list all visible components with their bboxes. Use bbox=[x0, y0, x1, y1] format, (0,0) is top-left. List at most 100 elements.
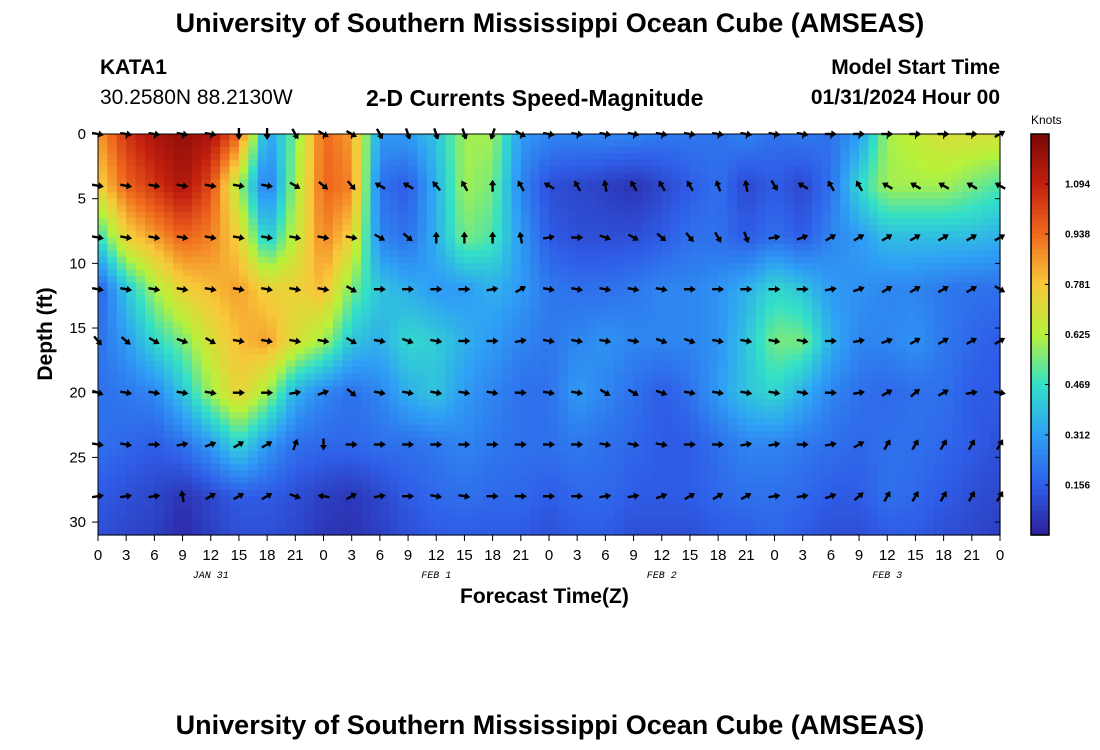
colorbar-unit: Knots bbox=[1031, 113, 1062, 127]
x-tick-label: 15 bbox=[907, 547, 924, 564]
current-vector bbox=[911, 439, 919, 451]
current-vector bbox=[432, 231, 440, 244]
current-vector bbox=[232, 234, 245, 242]
current-vector bbox=[881, 234, 893, 242]
current-vector bbox=[627, 337, 640, 345]
current-vector bbox=[261, 492, 273, 501]
current-vector bbox=[768, 233, 781, 241]
current-vector bbox=[461, 180, 469, 192]
x-tick-label: 15 bbox=[682, 547, 699, 564]
current-vector bbox=[995, 491, 1004, 502]
current-vector bbox=[458, 285, 471, 293]
current-vector bbox=[712, 130, 724, 138]
x-tick-label: 18 bbox=[484, 547, 501, 564]
current-vector bbox=[655, 130, 668, 138]
current-vector bbox=[232, 285, 245, 293]
current-vector bbox=[260, 337, 273, 345]
x-tick-label: 21 bbox=[738, 547, 755, 564]
current-vector bbox=[374, 182, 386, 190]
current-vector bbox=[543, 182, 555, 190]
colorbar: 1.094 0.938 0.781 0.625 0.469 0.312 0.156 bbox=[1030, 133, 1090, 536]
current-vector bbox=[318, 180, 329, 190]
current-vector bbox=[994, 337, 1006, 346]
current-vector bbox=[656, 232, 667, 242]
current-vector bbox=[966, 285, 977, 294]
current-vector bbox=[796, 285, 809, 293]
current-vector bbox=[770, 179, 778, 191]
current-vector bbox=[317, 234, 330, 242]
current-vector bbox=[966, 182, 978, 190]
current-vector bbox=[486, 285, 499, 293]
current-vector bbox=[292, 438, 299, 451]
current-vector bbox=[260, 182, 273, 190]
current-vector bbox=[346, 180, 356, 191]
current-vector bbox=[373, 440, 386, 449]
current-vector bbox=[148, 440, 161, 449]
x-tick-label: 6 bbox=[827, 547, 835, 564]
current-vector bbox=[543, 440, 555, 449]
current-vector bbox=[994, 130, 1006, 139]
current-vector bbox=[937, 337, 949, 346]
current-vector bbox=[261, 441, 273, 449]
current-vector bbox=[911, 491, 919, 502]
current-vector bbox=[515, 285, 526, 294]
current-vector bbox=[683, 130, 696, 138]
current-vector bbox=[768, 130, 781, 138]
current-vector bbox=[627, 285, 640, 293]
current-vector bbox=[852, 337, 865, 345]
x-tick-label: 3 bbox=[122, 547, 130, 564]
current-vector bbox=[402, 285, 415, 293]
current-vector bbox=[204, 234, 217, 242]
y-tick-label: 20 bbox=[69, 385, 86, 402]
current-vector bbox=[627, 233, 639, 241]
x-tick-label: 12 bbox=[202, 547, 219, 564]
current-vector bbox=[599, 130, 612, 138]
current-vector bbox=[176, 389, 189, 397]
current-vector bbox=[883, 491, 891, 502]
colorbar-tick-label: 1.094 bbox=[1065, 180, 1090, 191]
current-vector bbox=[599, 337, 612, 345]
current-vector bbox=[965, 389, 978, 397]
station-id: KATA1 bbox=[100, 56, 167, 79]
x-tick-label: 9 bbox=[178, 547, 186, 564]
current-vector bbox=[938, 182, 950, 190]
current-vector bbox=[120, 285, 133, 293]
current-vector bbox=[796, 389, 809, 397]
current-vector bbox=[91, 182, 104, 190]
current-vector bbox=[402, 232, 413, 242]
current-vector bbox=[571, 233, 584, 242]
current-vector bbox=[176, 337, 189, 345]
current-vector bbox=[176, 285, 189, 293]
current-vector bbox=[91, 285, 104, 293]
current-vector bbox=[430, 337, 443, 345]
current-vector bbox=[542, 130, 555, 138]
x-tick-label: 9 bbox=[404, 547, 412, 564]
footer-title: University of Southern Mississippi Ocean… bbox=[175, 710, 925, 740]
heatmap-cells bbox=[98, 134, 1001, 536]
current-vector bbox=[204, 440, 217, 448]
current-vector bbox=[571, 285, 584, 293]
current-vector bbox=[345, 336, 357, 345]
current-vector bbox=[402, 440, 415, 449]
day-label: FEB 1 bbox=[421, 571, 451, 582]
current-vector bbox=[486, 337, 499, 345]
current-vector bbox=[853, 441, 865, 449]
current-vector bbox=[796, 130, 809, 138]
day-label: FEB 2 bbox=[647, 571, 677, 582]
current-vector bbox=[994, 285, 1006, 293]
current-vector bbox=[204, 130, 217, 138]
y-tick-label: 30 bbox=[69, 514, 86, 531]
x-tick-label: 9 bbox=[855, 547, 863, 564]
x-tick-label: 18 bbox=[935, 547, 952, 564]
current-vector bbox=[796, 337, 809, 345]
current-vector bbox=[824, 389, 837, 397]
current-vector bbox=[514, 440, 527, 449]
current-vector bbox=[627, 130, 640, 138]
current-vector bbox=[233, 441, 245, 449]
current-vector bbox=[289, 181, 301, 190]
current-vector bbox=[599, 441, 612, 449]
current-vector bbox=[824, 492, 837, 500]
current-vector bbox=[373, 337, 386, 345]
current-vector bbox=[683, 285, 696, 293]
current-vector bbox=[684, 492, 696, 501]
